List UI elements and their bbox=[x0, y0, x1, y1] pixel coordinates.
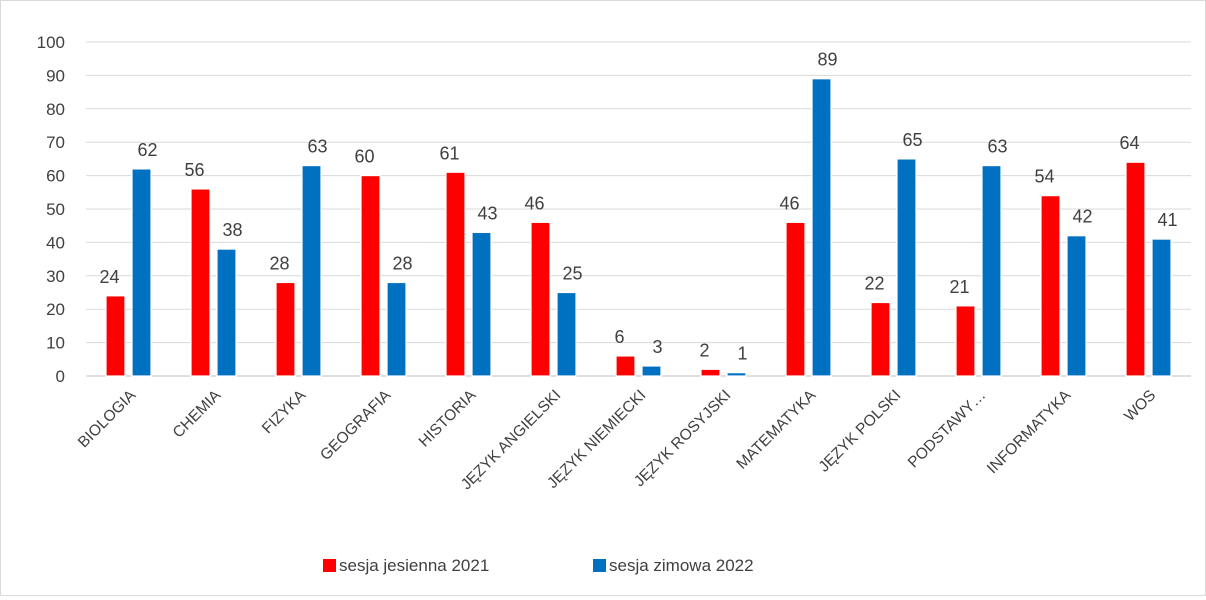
data-label: 25 bbox=[562, 264, 582, 284]
gridlines bbox=[86, 41, 1191, 377]
data-label: 6 bbox=[614, 327, 624, 347]
y-tick-label: 30 bbox=[46, 267, 65, 286]
bars bbox=[105, 78, 1172, 377]
legend-swatch bbox=[323, 559, 336, 572]
legend-label: sesja zimowa 2022 bbox=[609, 556, 754, 575]
data-label: 38 bbox=[222, 220, 242, 240]
data-label: 24 bbox=[99, 267, 119, 287]
data-label: 22 bbox=[864, 274, 884, 294]
data-label: 28 bbox=[269, 253, 289, 273]
data-label: 65 bbox=[902, 130, 922, 150]
y-tick-label: 100 bbox=[37, 33, 65, 52]
bar-jesienna-2021 bbox=[615, 355, 636, 377]
y-tick-label: 0 bbox=[56, 367, 65, 386]
data-label: 1 bbox=[737, 344, 747, 364]
data-label: 62 bbox=[137, 140, 157, 160]
data-label: 64 bbox=[1119, 133, 1139, 153]
bar-zimowa-2022 bbox=[301, 164, 322, 377]
data-label: 60 bbox=[354, 147, 374, 167]
bar-jesienna-2021 bbox=[700, 368, 721, 377]
data-label: 54 bbox=[1034, 167, 1054, 187]
data-label: 43 bbox=[477, 203, 497, 223]
bar-jesienna-2021 bbox=[1040, 195, 1061, 377]
bar-jesienna-2021 bbox=[955, 305, 976, 377]
x-category-label: BIOLOGIA bbox=[75, 386, 140, 451]
bar-zimowa-2022 bbox=[216, 248, 237, 377]
data-label: 42 bbox=[1072, 207, 1092, 227]
data-label: 56 bbox=[184, 160, 204, 180]
y-axis-tick-labels: 0 10 20 30 40 50 60 70 80 90 100 bbox=[37, 33, 65, 386]
legend-label: sesja jesienna 2021 bbox=[339, 556, 489, 575]
bar-jesienna-2021 bbox=[870, 301, 891, 377]
y-tick-label: 90 bbox=[46, 66, 65, 85]
y-tick-label: 50 bbox=[46, 200, 65, 219]
data-label: 61 bbox=[439, 143, 459, 163]
bar-zimowa-2022 bbox=[1066, 235, 1087, 377]
bar-zimowa-2022 bbox=[471, 231, 492, 377]
bar-zimowa-2022 bbox=[641, 365, 662, 377]
x-category-label: JĘZYK ROSYJSKI bbox=[631, 387, 734, 490]
data-label: 46 bbox=[524, 193, 544, 213]
y-tick-label: 60 bbox=[46, 167, 65, 186]
x-category-label: GEOGRAFIA bbox=[317, 386, 395, 464]
bar-zimowa-2022 bbox=[981, 164, 1002, 377]
data-label: 21 bbox=[949, 277, 969, 297]
bar-zimowa-2022 bbox=[896, 158, 917, 377]
data-label: 3 bbox=[652, 337, 662, 357]
x-category-label: INFORMATYKA bbox=[984, 386, 1075, 477]
legend: sesja jesienna 2021 sesja zimowa 2022 bbox=[323, 556, 754, 575]
data-label: 63 bbox=[307, 137, 327, 157]
data-label: 28 bbox=[392, 253, 412, 273]
x-category-label: PODSTAWY… bbox=[905, 387, 989, 471]
y-tick-label: 10 bbox=[46, 334, 65, 353]
bar-jesienna-2021 bbox=[785, 221, 806, 377]
bar-zimowa-2022 bbox=[556, 291, 577, 377]
bar-zimowa-2022 bbox=[726, 372, 747, 377]
bar-jesienna-2021 bbox=[275, 281, 296, 377]
bar-zimowa-2022 bbox=[131, 168, 152, 377]
x-category-label: JĘZYK POLSKI bbox=[816, 387, 905, 476]
y-tick-label: 20 bbox=[46, 300, 65, 319]
bar-zimowa-2022 bbox=[811, 78, 832, 377]
x-category-label: FIZYKA bbox=[259, 386, 310, 437]
data-label: 2 bbox=[699, 340, 709, 360]
bar-jesienna-2021 bbox=[445, 171, 466, 377]
bar-jesienna-2021 bbox=[530, 221, 551, 377]
bar-jesienna-2021 bbox=[1125, 161, 1146, 377]
legend-swatch bbox=[593, 559, 606, 572]
bar-jesienna-2021 bbox=[190, 188, 211, 377]
x-axis-category-labels: BIOLOGIA CHEMIA FIZYKA GEOGRAFIA HISTORIA JĘZ… bbox=[75, 386, 1159, 493]
bar-jesienna-2021 bbox=[105, 295, 126, 377]
x-category-label: MATEMATYKA bbox=[733, 386, 819, 472]
x-category-label: CHEMIA bbox=[170, 386, 225, 441]
x-category-label: HISTORIA bbox=[416, 386, 480, 450]
data-label: 89 bbox=[817, 50, 837, 70]
bar-zimowa-2022 bbox=[1151, 238, 1172, 377]
data-label: 63 bbox=[987, 137, 1007, 157]
y-tick-label: 40 bbox=[46, 233, 65, 252]
x-category-label: WOS bbox=[1121, 387, 1159, 425]
y-tick-label: 70 bbox=[46, 133, 65, 152]
y-tick-label: 80 bbox=[46, 100, 65, 119]
bar-jesienna-2021 bbox=[360, 175, 381, 377]
bar-zimowa-2022 bbox=[386, 281, 407, 377]
data-label: 41 bbox=[1157, 210, 1177, 230]
data-label: 46 bbox=[779, 193, 799, 213]
